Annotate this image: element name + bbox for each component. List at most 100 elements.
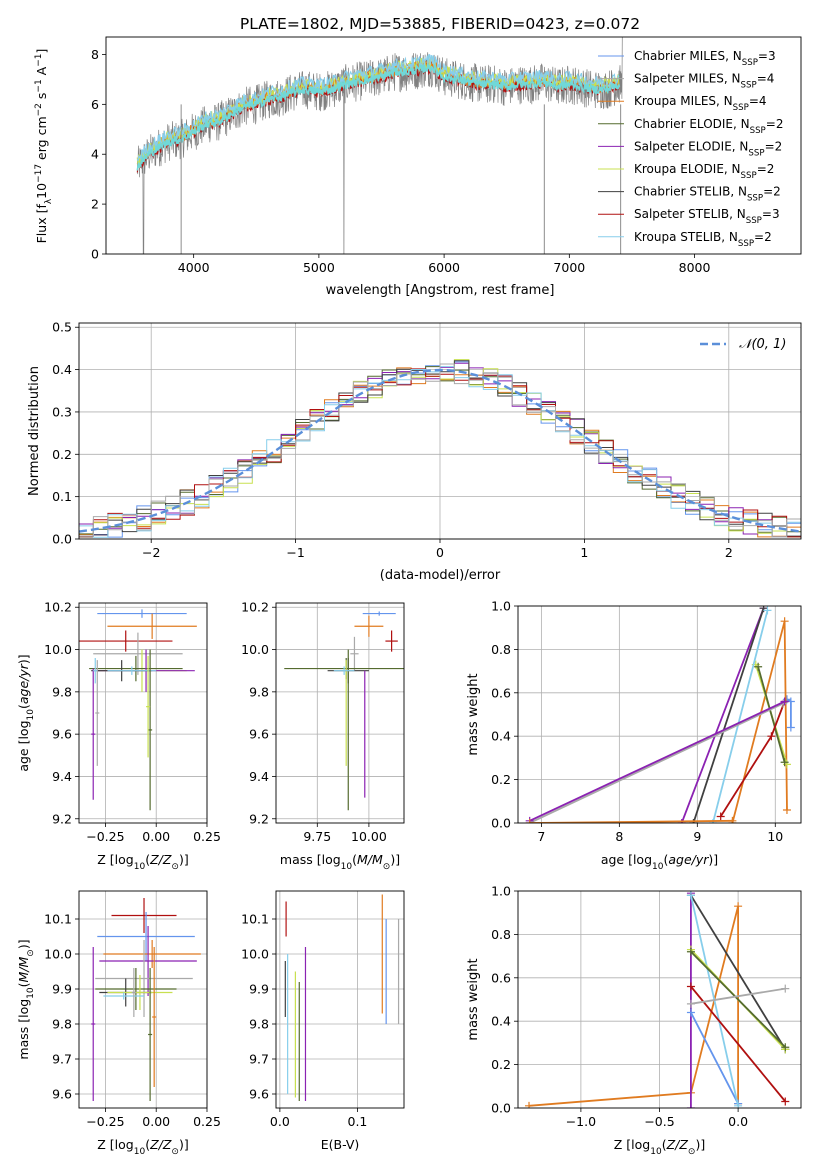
x-tick-label: 8: [615, 829, 623, 844]
mass_vs_Z-xlabel: Z [log10(Z/Z⊙)]: [97, 1137, 188, 1157]
mass_vs_Z-ylabel-part: )]: [16, 939, 31, 949]
spectrum-best-model-line: [136, 62, 621, 171]
spectrum-ylabel-part: −1: [34, 54, 44, 67]
figure-title: PLATE=1802, MJD=53885, FIBERID=0423, z=0…: [240, 15, 640, 33]
weight-line: [529, 702, 784, 823]
spectrum-ylabel: Flux [fλ10−17 erg cm−2 s−1 A−1]: [34, 49, 54, 244]
weight_vs_Z-xlabel-part: 10: [650, 1147, 662, 1157]
y-tick-label: 8: [91, 47, 99, 62]
residuals-xlabel: (data-model)/error: [380, 568, 501, 583]
age_vs_Z-xlabel-part: log: [115, 852, 134, 867]
axes-frame: [78, 602, 208, 824]
x-tick-label: 0.25: [193, 829, 221, 844]
age_vs_Z-xlabel: Z [log10(Z/Z⊙)]: [97, 852, 188, 872]
legend-label: Salpeter MILES, NSSP=4: [634, 72, 774, 91]
weight-line: [680, 607, 765, 823]
weight-line: [690, 1012, 739, 1105]
spectrum-ylabel-part: A: [34, 66, 49, 79]
y-tick-label: 0.2: [491, 772, 511, 787]
y-tick-label: 10.2: [44, 600, 72, 615]
y-tick-label: 0.0: [491, 1101, 511, 1116]
y-tick-label: 9.6: [52, 1087, 72, 1102]
legend-label: Kroupa STELIB, NSSP=2: [634, 230, 772, 249]
age_vs_mass-xlabel-part: log: [322, 852, 341, 867]
mass_vs_Z-ylabel-part: 10: [26, 987, 36, 999]
axes-frame: [105, 36, 802, 255]
legend-label-part: =2: [766, 117, 784, 131]
y-tick-label: 9.2: [52, 811, 72, 826]
spectrum-ylabel-part: −1: [34, 79, 44, 92]
y-tick-label: 0.8: [491, 927, 511, 942]
weight-line: [757, 666, 786, 763]
legend-label-part: =2: [763, 185, 781, 199]
x-tick-label: 10: [767, 829, 783, 844]
age_vs_Z-xlabel-part: (: [145, 852, 150, 867]
x-tick-label: 9: [693, 829, 701, 844]
weight_vs_Z-xlabel-part: Z [: [614, 1137, 631, 1152]
mass_vs_Z-ylabel: mass [log10(M/M⊙)]: [16, 939, 36, 1059]
y-tick-label: 10.0: [44, 947, 72, 962]
weight-marker: [686, 1104, 695, 1108]
axes-weight_vs_Z: −1.0 −0.5 0.0 0.0 0.2 0.4 0.6 0.8 1.0 Z [log10(Z/…: [466, 884, 802, 1157]
axes-frame: [275, 890, 405, 1109]
weight-marker: [686, 982, 695, 991]
age_vs_mass-xlabel: mass [log10(M/M⊙)]: [280, 852, 400, 872]
spectrum-ylabel-part: Flux [f: [34, 204, 49, 244]
x-tick-label: 4000: [178, 260, 210, 275]
age_vs_Z-xlabel-part: 10: [134, 862, 146, 872]
legend-label-part: SSP: [741, 81, 757, 91]
mass_vs_Z-xlabel-part: Z/Z: [149, 1137, 172, 1152]
y-tick-label: 0.3: [52, 404, 72, 419]
plot-area-residuals: [79, 359, 801, 538]
legend-label-part: SSP: [733, 103, 749, 113]
legend-label-part: Kroupa ELODIE, N: [634, 162, 741, 176]
y-tick-label: 9.6: [249, 1087, 269, 1102]
legend-label-part: Salpeter STELIB, N: [634, 207, 746, 221]
weight-marker: [767, 732, 776, 741]
weight-marker: [763, 606, 772, 615]
x-tick-label: 0.1: [348, 1114, 368, 1129]
y-tick-label: 9.8: [52, 684, 72, 699]
mass_vs_ebv-xlabel-part: E(B-V): [321, 1137, 360, 1152]
legend-label: Salpeter ELODIE, NSSP=2: [634, 139, 782, 158]
spectrum-ylabel-part: s: [34, 93, 49, 104]
y-tick-label: 10.1: [241, 912, 269, 927]
x-tick-label: 0.25: [193, 1114, 221, 1129]
weight_vs_Z-xlabel-part: Z/Z: [666, 1137, 689, 1152]
weight-marker: [781, 1043, 790, 1052]
legend-label-part: SSP: [741, 171, 757, 181]
legend-label-part: SSP: [742, 58, 758, 68]
y-tick-label: 0.2: [491, 1057, 511, 1072]
age_vs_mass-xlabel-part: )]: [390, 852, 400, 867]
y-tick-label: 0.4: [491, 1014, 511, 1029]
age_vs_Z-xlabel-part: Z/Z: [149, 852, 172, 867]
age_vs_mass-xlabel-part: 10: [341, 862, 353, 872]
x-tick-label: 0.0: [728, 1114, 748, 1129]
y-tick-label: 9.8: [249, 1017, 269, 1032]
x-tick-label: 8000: [679, 260, 711, 275]
plot-area-spectrum: [136, 37, 623, 254]
y-tick-label: 9.9: [52, 982, 72, 997]
legend-label-part: =4: [757, 72, 775, 86]
age_vs_Z-ylabel-part: 10: [26, 709, 36, 721]
age_vs_Z-ylabel-part: age [: [16, 740, 31, 772]
legend-label: Chabrier STELIB, NSSP=2: [634, 185, 781, 204]
axes-residuals: −2 −1 0 1 2 0.0 0.1 0.2 0.3 0.4 0.5 𝒩(0, 1) (data-mo…: [27, 320, 802, 583]
y-tick-label: 1.0: [491, 599, 511, 614]
y-tick-label: 0.2: [52, 447, 72, 462]
plot-area-mass_vs_ebv: [284, 894, 400, 1101]
weight-line: [529, 700, 785, 822]
legend-label-part: =3: [758, 49, 776, 63]
mass_vs_Z-xlabel-part: 10: [134, 1147, 146, 1157]
x-tick-label: −0.5: [644, 1114, 674, 1129]
gaussian-curve: [79, 368, 801, 533]
legend-label-part: SSP: [738, 239, 754, 249]
weight-marker: [716, 812, 725, 821]
y-tick-label: 10.1: [44, 912, 72, 927]
y-tick-label: 0.5: [52, 320, 72, 335]
legend-label-part: Kroupa MILES, N: [634, 94, 733, 108]
legend-label: Kroupa MILES, NSSP=4: [634, 94, 767, 113]
x-tick-label: 1: [580, 545, 588, 560]
weight-line: [690, 987, 786, 1005]
spectrum-ylabel-part: λ: [44, 198, 54, 204]
